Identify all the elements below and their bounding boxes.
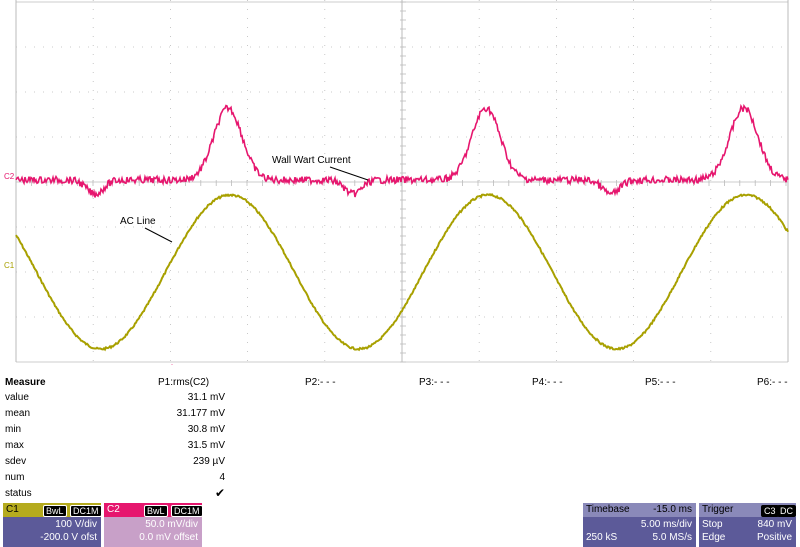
center-ticks [15, 1, 787, 363]
scope-display: Wall Wart Current AC Line C2 C1 [4, 0, 789, 365]
timebase-box[interactable]: Timebase -15.0 ms 5.00 ms/div 250 kS 5.0… [583, 503, 696, 547]
param-p1[interactable]: P1:rms(C2) [158, 377, 210, 388]
row-label-num: num [5, 472, 25, 483]
row-value-sdev: 239 µV [193, 456, 225, 467]
c2-marker[interactable]: C2 [4, 172, 15, 181]
c1-offset: -200.0 V ofst [40, 532, 97, 543]
c2-box-name: C2 [107, 504, 120, 515]
trigger-box[interactable]: Trigger C3 DC Stop 840 mV Edge Positive [699, 503, 796, 547]
measure-title: Measure [5, 377, 46, 388]
row-label-min: min [5, 424, 22, 435]
c2-scale: 50.0 mV/div [145, 519, 198, 530]
status-check-icon: ✔ [214, 486, 225, 500]
c1-coupling-tag: DC1M [70, 505, 102, 517]
c1-scale: 100 V/div [55, 519, 97, 530]
row-label-max: max [5, 440, 24, 451]
c1-channel-box[interactable]: C1 BwL DC1M 100 V/div -200.0 V ofst [3, 503, 102, 547]
row-value-max: 31.5 mV [187, 440, 225, 451]
trigger-type: Edge [702, 532, 726, 543]
c2-bwl-tag: BwL [144, 505, 168, 517]
timebase-label: Timebase [586, 504, 630, 515]
ac-line-leader [144, 227, 173, 243]
trigger-mode: Stop [702, 519, 723, 530]
param-p5[interactable]: P5:- - - [645, 377, 676, 388]
wall-wart-leader [329, 166, 369, 181]
param-p2[interactable]: P2:- - - [305, 377, 336, 388]
c2-trace [15, 103, 789, 198]
measure-panel: Measure P1:rms(C2) P2:- - - P3:- - - P4:… [0, 372, 800, 502]
trigger-label: Trigger [702, 504, 734, 515]
row-label-mean: mean [5, 408, 31, 419]
row-label-sdev: sdev [5, 456, 27, 467]
waveform-grid: Wall Wart Current AC Line C2 C1 [4, 0, 789, 365]
row-value-mean: 31.177 mV [176, 408, 225, 419]
row-value-min: 30.8 mV [187, 424, 225, 435]
param-p4[interactable]: P4:- - - [532, 377, 563, 388]
param-p3[interactable]: P3:- - - [419, 377, 450, 388]
row-label-status: status [5, 488, 32, 499]
trigger-position-marker[interactable] [168, 364, 176, 365]
row-value-num: 4 [219, 472, 225, 483]
timebase-delay: -15.0 ms [653, 504, 692, 515]
trigger-slope: Positive [756, 532, 792, 543]
param-p6[interactable]: P6:- - - [757, 377, 788, 388]
trigger-level: 840 mV [757, 519, 792, 530]
timebase-rate: 5.0 MS/s [652, 532, 692, 543]
c2-channel-box[interactable]: C2 BwL DC1M 50.0 mV/div 0.0 mV offset [104, 503, 203, 547]
ac-line-label: AC Line [120, 216, 156, 227]
wall-wart-label: Wall Wart Current [272, 155, 351, 166]
row-value-value: 31.1 mV [187, 392, 225, 403]
c1-marker[interactable]: C1 [4, 261, 15, 270]
trigger-coupling-tag: DC [777, 505, 796, 517]
c1-bwl-tag: BwL [43, 505, 67, 517]
c1-trace [15, 192, 789, 352]
timebase-scale: 5.00 ms/div [640, 519, 692, 530]
timebase-samples: 250 kS [586, 532, 618, 543]
c2-coupling-tag: DC1M [171, 505, 203, 517]
c2-offset: 0.0 mV offset [139, 532, 198, 543]
row-label-value: value [5, 392, 29, 403]
trigger-source-tag: C3 [761, 505, 779, 517]
c1-box-name: C1 [6, 504, 19, 515]
